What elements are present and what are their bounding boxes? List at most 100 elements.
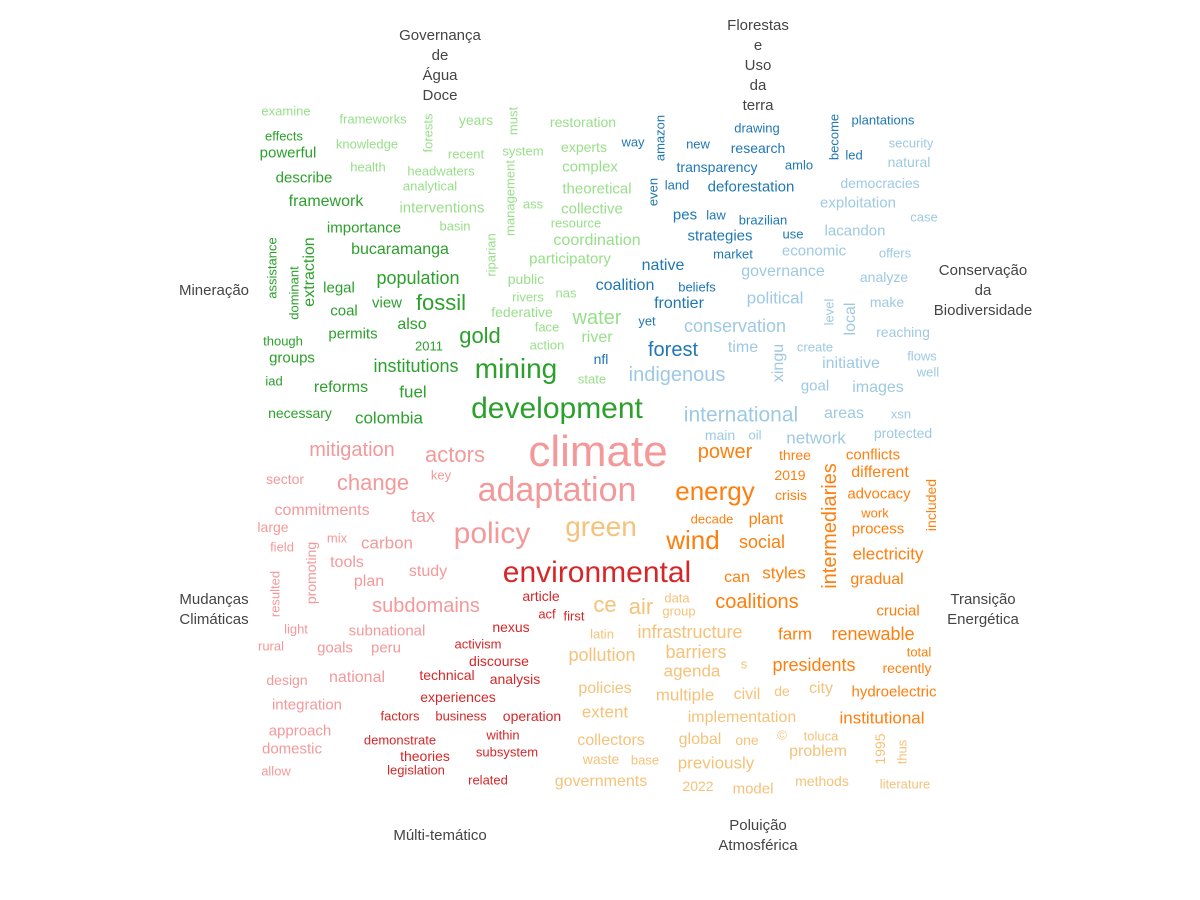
word-224: waste (582, 751, 620, 767)
word-144: nexus (492, 619, 530, 635)
word-220: toluca (803, 728, 839, 744)
word-30: bucaramanga (351, 241, 449, 258)
word-8: powerful (259, 144, 317, 162)
word-35: legal (323, 279, 355, 297)
word-200: pollution (568, 645, 636, 665)
word-86: market (713, 246, 753, 262)
word-80: brazilian (738, 212, 788, 228)
word-159: operation (502, 708, 562, 724)
word-153: design (266, 672, 308, 688)
word-194: group (662, 603, 696, 619)
word-225: base (630, 752, 660, 768)
word-190: coalitions (715, 591, 799, 613)
word-146: activism (454, 636, 502, 652)
word-152: analysis (489, 671, 541, 687)
word-222: thus (894, 739, 910, 765)
word-158: business (435, 708, 487, 724)
word-83: use (782, 226, 804, 242)
word-14: complex (562, 158, 618, 176)
word-22: collective (561, 200, 623, 218)
word-119: climate (528, 427, 668, 476)
word-108: indigenous (628, 364, 726, 386)
word-161: within (486, 727, 520, 743)
word-60: colombia (354, 408, 424, 428)
word-84: lacandon (824, 222, 886, 240)
word-162: demonstrate (363, 732, 437, 748)
word-81: case (910, 209, 938, 225)
label-conservacao-biodiversidade: Conservação da Biodiversidade (933, 262, 1033, 319)
word-216: collectors (577, 732, 645, 749)
word-85: economic (781, 242, 847, 260)
word-12: health (350, 159, 386, 175)
word-37: rivers (512, 289, 544, 305)
word-141: acf (538, 606, 556, 622)
word-195: crucial (876, 602, 920, 620)
word-34: public (507, 271, 545, 287)
word-175: energy (675, 476, 755, 506)
word-90: analyze (859, 269, 909, 285)
word-106: initiative (822, 355, 880, 372)
word-221: 1995 (872, 733, 888, 765)
word-169: power (697, 441, 753, 463)
word-136: environmental (502, 556, 692, 589)
word-181: work (861, 505, 889, 521)
word-192: air (628, 594, 654, 619)
word-97: local (842, 302, 859, 336)
word-124: change (336, 470, 410, 495)
word-26: riparian (483, 233, 499, 277)
word-174: 2019 (774, 467, 806, 483)
word-42: water (572, 307, 622, 329)
word-19: ass (522, 196, 544, 212)
word-104: xingu (770, 343, 787, 383)
word-21: interventions (399, 199, 485, 217)
word-208: multiple (655, 685, 715, 705)
word-179: green (565, 511, 637, 542)
word-89: governance (741, 263, 825, 280)
word-202: total (906, 644, 932, 660)
word-112: international (683, 403, 799, 427)
word-168: related (468, 772, 508, 788)
word-15: describe (275, 169, 333, 187)
word-48: river (581, 329, 613, 346)
word-39: fossil (415, 290, 467, 315)
word-217: global (678, 731, 722, 748)
word-125: adaptation (477, 471, 637, 509)
word-210: de (774, 683, 790, 699)
word-122: sector (265, 471, 305, 487)
word-52: institutions (373, 356, 459, 376)
word-211: city (809, 680, 833, 697)
word-114: xsn (890, 406, 912, 422)
word-74: even (645, 177, 661, 207)
word-227: governments (554, 773, 648, 790)
word-215: institutional (839, 708, 925, 728)
word-10: system (502, 143, 544, 159)
word-111: images (852, 379, 904, 396)
word-138: plan (353, 573, 385, 590)
word-91: coalition (595, 277, 655, 294)
word-189: gradual (850, 571, 904, 588)
word-96: frontier (654, 295, 704, 312)
word-107: flows (907, 348, 937, 364)
word-132: promoting (303, 541, 319, 605)
word-73: land (664, 177, 690, 193)
word-229: 2022 (682, 778, 714, 794)
word-187: can (724, 569, 750, 586)
word-29: extraction (301, 237, 318, 307)
word-172: intermediaries (819, 463, 841, 589)
word-184: process (851, 520, 905, 538)
word-98: yet (638, 313, 656, 329)
word-16: analytical (402, 178, 458, 194)
word-11: experts (561, 139, 607, 155)
label-florestas-uso-terra: Florestas e Uso da terra (727, 17, 789, 114)
word-3: years (458, 112, 494, 128)
word-204: s (740, 656, 748, 672)
word-7: knowledge (335, 136, 399, 152)
word-61: way (621, 134, 645, 150)
word-165: theories (400, 748, 450, 764)
word-88: native (641, 257, 685, 274)
word-9: recent (447, 146, 485, 162)
word-209: civil (733, 686, 761, 703)
word-6: effects (264, 128, 304, 144)
word-201: barriers (665, 642, 727, 662)
word-214: implementation (687, 709, 797, 726)
